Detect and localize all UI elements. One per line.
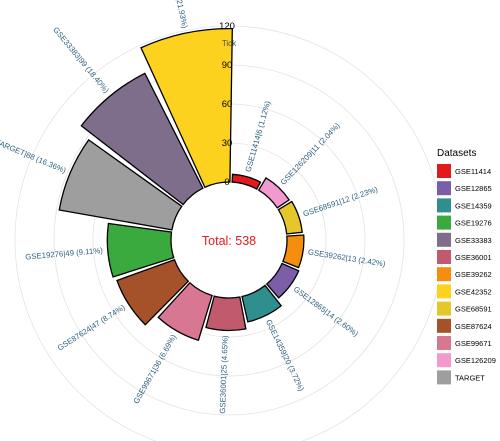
tick-labels: 0 30 60 90 120: [219, 21, 235, 188]
legend-label-gse36001: GSE36001: [455, 253, 492, 262]
bar-label-target: TARGET|88 (16.36%): [0, 138, 68, 176]
legend-swatch-gse42352: [437, 284, 451, 299]
bar-gse19276: [106, 222, 175, 278]
bar-gse87624: [116, 258, 190, 326]
total-label: Total: 538: [202, 234, 256, 248]
legend-label-gse42352: GSE42352: [455, 287, 492, 296]
legend-label-gse99671: GSE99671: [455, 339, 492, 348]
legend-swatch-target: [437, 370, 451, 385]
tick-label-1: 30: [222, 138, 233, 149]
legend-label-target: TARGET: [455, 373, 485, 382]
legend-label-gse39262: GSE39262: [455, 270, 492, 279]
bar-gse39262: [282, 234, 305, 269]
legend-swatch-gse19276: [437, 215, 451, 230]
tick-label-0: 0: [224, 177, 229, 188]
bar-label-gse68591: GSE68591|12 (2.23%): [302, 185, 379, 219]
legend-label-gse33383: GSE33383: [455, 236, 492, 245]
legend-label-gse87624: GSE87624: [455, 322, 492, 331]
bar-gse99671: [157, 281, 213, 342]
legend-label-gse11414: GSE11414: [455, 167, 491, 176]
bar-gse42352: [140, 27, 233, 189]
bar-label-gse42352: GSE42352|118 (21.93%): [163, 0, 190, 29]
legend-label-gse19276: GSE19276: [455, 219, 492, 228]
bar-gse126209: [257, 177, 291, 209]
bar-label-gse39262: GSE39262|13 (2.42%): [307, 248, 386, 269]
tick-label-4: 120: [219, 21, 235, 32]
bars: [58, 27, 305, 342]
tick-label-2: 60: [222, 99, 233, 110]
bar-gse68591: [277, 200, 303, 235]
bar-gse36001: [205, 295, 247, 332]
legend-label-gse126209: GSE126209: [455, 356, 496, 365]
bar-label-gse11414: GSE11414|6 (1.12%): [244, 100, 273, 173]
legend-swatch-gse11414: [437, 164, 451, 178]
bar-label-gse87624: GSE87624|47 (8.74%): [56, 303, 127, 353]
bar-gse11414: [231, 173, 262, 190]
legend-swatch-gse39262: [437, 267, 451, 282]
legend-swatch-gse36001: [437, 250, 451, 264]
legend-swatch-gse99671: [437, 336, 451, 350]
bar-label-gse19276: GSE19276|49 (9.11%): [25, 246, 104, 262]
bar-label-gse36001: GSE36001|25 (4.65%): [218, 335, 230, 414]
bar-label-gse99671: GSE99671|36 (6.69%): [132, 333, 179, 406]
bar-gse33383: [80, 72, 204, 206]
legend-swatch-gse14359: [437, 198, 451, 213]
bar-gse12865: [265, 262, 300, 299]
legend-swatch-gse126209: [437, 353, 451, 368]
legend-label-gse68591: GSE68591: [455, 305, 492, 314]
tick-label-3: 90: [222, 60, 233, 71]
legend-label-gse12865: GSE12865: [455, 184, 492, 193]
legend-swatch-gse68591: [437, 301, 451, 316]
bar-label-gse12865: GSE12865|14 (2.60%): [292, 284, 361, 338]
legend-title: Datasets: [437, 148, 476, 159]
legend-swatch-gse33383: [437, 232, 451, 247]
legend-swatch-gse87624: [437, 318, 451, 333]
bar-label-gse33383: GSE33383|99 (18.40%): [51, 25, 111, 95]
legend-swatch-gse12865: [437, 181, 451, 196]
axis-name: Tick: [222, 39, 237, 48]
legend-label-gse14359: GSE14359: [455, 201, 492, 210]
bar-gse14359: [241, 284, 283, 323]
bar-label-gse14359: GSE14359|20 (3.72%): [264, 318, 306, 393]
legend: Datasets GSE11414 GSE12865 GSE14359 GSE1927…: [437, 148, 496, 385]
bar-target: [58, 138, 183, 231]
